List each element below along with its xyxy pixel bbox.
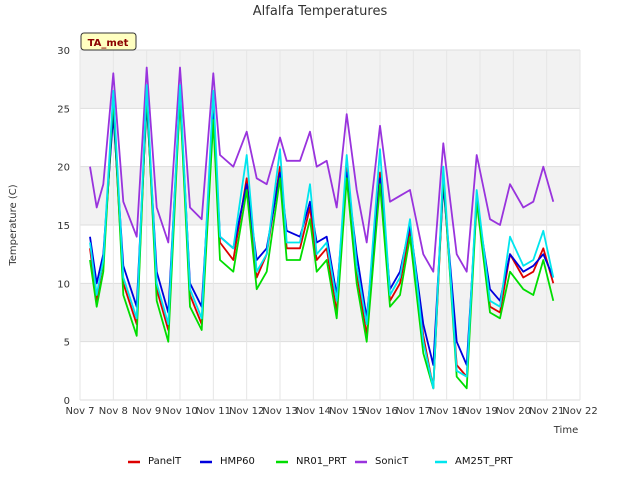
legend-item-sonict: SonicT	[355, 456, 409, 467]
series-line-sonict	[89, 66, 555, 273]
x-tick-label: Nov 9	[132, 406, 161, 417]
plot-band	[80, 50, 580, 109]
series-layer	[89, 66, 555, 390]
legend-item-hmp60: HMP60	[200, 456, 255, 467]
series-line-am25t-prt	[89, 84, 555, 390]
x-tick-label: Nov 13	[262, 406, 297, 417]
y-tick-label: 10	[57, 279, 70, 290]
y-axis: 0 5 10 15 20 25 30	[57, 46, 70, 407]
legend-label: NR01_PRT	[296, 456, 347, 467]
legend-label: SonicT	[375, 456, 409, 467]
badge-label: TA_met	[88, 38, 129, 49]
legend-label: AM25T_PRT	[455, 456, 514, 467]
x-tick-label: Nov 18	[429, 406, 464, 417]
legend-item-nr01-prt: NR01_PRT	[276, 456, 347, 467]
x-tick-label: Nov 8	[99, 406, 128, 417]
y-tick-label: 20	[57, 163, 70, 174]
legend-item-panelt: PanelT	[128, 456, 182, 467]
x-tick-label: Nov 11	[196, 406, 231, 417]
x-tick-label: Nov 16	[362, 406, 397, 417]
ta-met-badge: TA_met	[80, 32, 137, 51]
x-axis-label: Time	[553, 425, 578, 436]
y-tick-label: 0	[64, 396, 70, 407]
y-tick-label: 5	[64, 338, 70, 349]
x-tick-label: Nov 7	[65, 406, 94, 417]
legend-label: PanelT	[148, 456, 182, 467]
chart-title: Alfalfa Temperatures	[253, 4, 388, 19]
legend-label: HMP60	[220, 456, 255, 467]
y-axis-label: Temperature (C)	[8, 184, 19, 266]
x-tick-label: Nov 12	[229, 406, 264, 417]
x-tick-label: Nov 10	[162, 406, 197, 417]
legend-item-am25t-prt: AM25T_PRT	[435, 456, 514, 467]
legend: PanelT HMP60 NR01_PRT SonicT AM25T_PRT	[128, 456, 514, 467]
y-tick-label: 25	[57, 104, 70, 115]
x-tick-label: Nov 19	[462, 406, 497, 417]
x-tick-label: Nov 15	[329, 406, 364, 417]
x-tick-label: Nov 14	[296, 406, 331, 417]
y-tick-label: 15	[57, 221, 70, 232]
x-tick-label: Nov 21	[529, 406, 564, 417]
x-tick-label: Nov 22	[562, 406, 597, 417]
y-tick-label: 30	[57, 46, 70, 57]
x-tick-label: Nov 20	[496, 406, 531, 417]
x-tick-label: Nov 17	[396, 406, 431, 417]
